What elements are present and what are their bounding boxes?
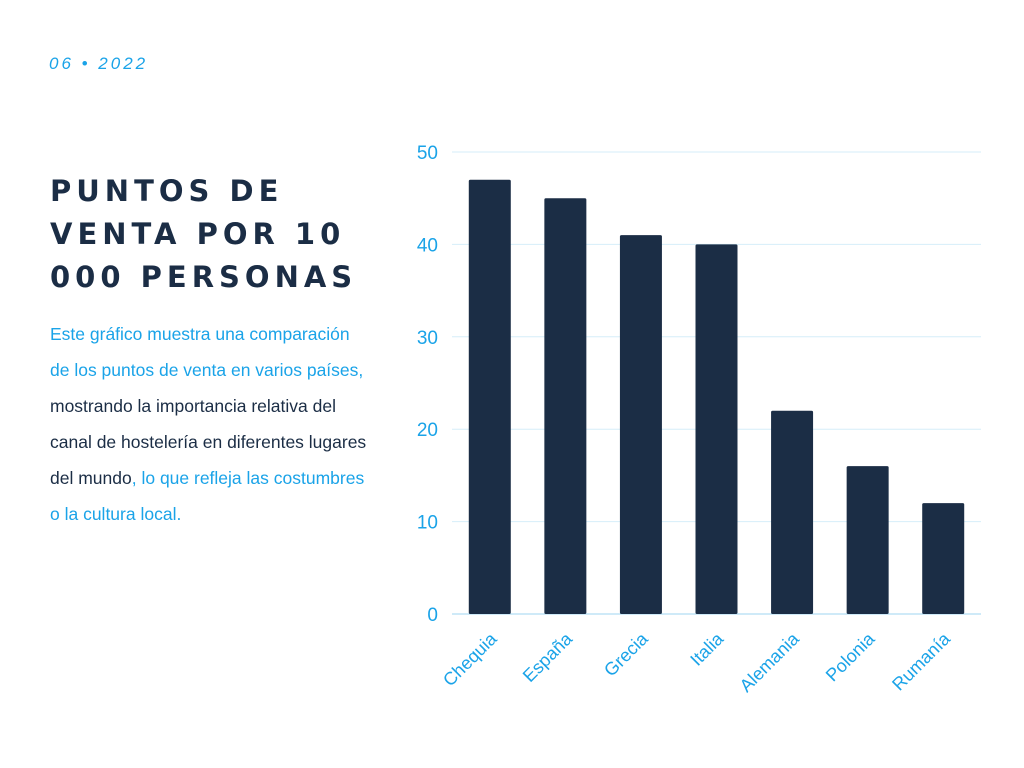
y-tick-label: 20	[417, 420, 438, 441]
bars	[468, 179, 965, 614]
x-tick-label: España	[519, 628, 577, 686]
bar-rumanía	[922, 503, 965, 614]
page-title: PUNTOS DE VENTA POR 10 000 PERSONAS	[50, 174, 358, 294]
description-body: mostrando la importancia relativa del ca…	[50, 396, 367, 488]
description-highlight-start: Este gráfico muestra una comparación de …	[50, 324, 364, 380]
x-tick-label: Rumanía	[888, 628, 954, 694]
bar-italia	[695, 244, 738, 614]
x-tick-label: Polonia	[822, 628, 879, 685]
date-label: 06 • 2022	[49, 54, 149, 73]
x-tick-label: Chequia	[439, 628, 501, 690]
description-text: Este gráfico muestra una comparación de …	[50, 316, 370, 532]
x-tick-label: Italia	[686, 628, 728, 670]
y-tick-label: 40	[417, 235, 438, 256]
y-tick-label: 30	[417, 328, 438, 349]
y-tick-label: 50	[417, 143, 438, 164]
bar-chequia	[468, 179, 511, 614]
y-axis-ticks: 0 10 20 30 40 50	[417, 143, 438, 626]
bar-grecia	[619, 235, 662, 614]
bar-chart: 0 10 20 30 40 50 Chequia España Grecia Italia Ale…	[417, 143, 981, 696]
x-tick-label: Alemania	[736, 628, 804, 696]
bar-polonia	[846, 466, 889, 614]
bar-españa	[544, 198, 587, 614]
x-axis-ticks: Chequia España Grecia Italia Alemania Polonia…	[439, 628, 955, 696]
y-tick-label: 0	[427, 605, 438, 626]
x-tick-label: Grecia	[600, 628, 652, 680]
y-tick-label: 10	[417, 513, 438, 534]
bar-alemania	[771, 410, 814, 614]
description-highlight-end: , lo que refleja las costumbres o la cul…	[50, 468, 365, 524]
